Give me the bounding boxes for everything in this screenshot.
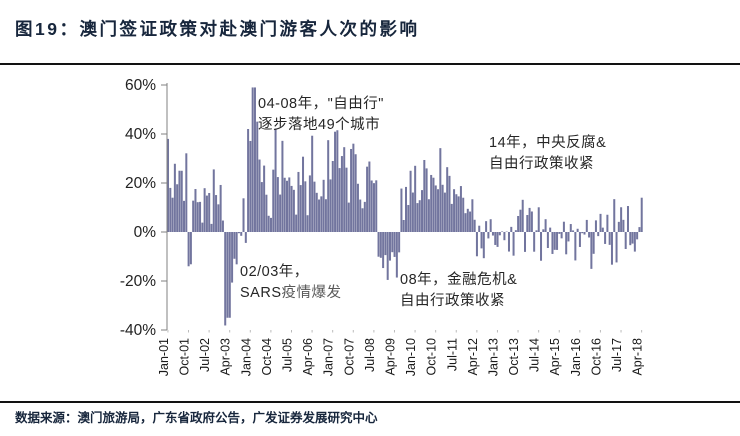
svg-text:Apr-12: Apr-12	[466, 338, 480, 376]
svg-text:Jan-16: Jan-16	[569, 338, 583, 376]
svg-text:Jul-11: Jul-11	[445, 338, 459, 371]
svg-text:Apr-06: Apr-06	[301, 338, 315, 376]
svg-text:Oct-07: Oct-07	[342, 338, 356, 376]
svg-text:60%: 60%	[125, 77, 156, 94]
svg-text:Jan-10: Jan-10	[404, 338, 418, 376]
svg-text:Oct-16: Oct-16	[589, 338, 603, 376]
svg-text:Jul-17: Jul-17	[610, 338, 624, 372]
svg-text:Apr-15: Apr-15	[548, 338, 562, 376]
svg-text:Jul-08: Jul-08	[363, 338, 377, 372]
svg-text:Jul-14: Jul-14	[528, 338, 542, 372]
svg-text:Oct-04: Oct-04	[260, 338, 274, 376]
svg-text:Jul-02: Jul-02	[198, 338, 212, 372]
svg-text:40%: 40%	[125, 126, 156, 143]
svg-text:Apr-03: Apr-03	[219, 338, 233, 376]
svg-text:Apr-09: Apr-09	[383, 338, 397, 376]
svg-text:Apr-18: Apr-18	[631, 338, 645, 376]
svg-text:0%: 0%	[134, 224, 157, 241]
svg-text:Oct-01: Oct-01	[178, 338, 192, 376]
svg-text:Jan-07: Jan-07	[322, 338, 336, 376]
svg-text:Jan-13: Jan-13	[486, 338, 500, 376]
svg-text:20%: 20%	[125, 175, 156, 192]
svg-text:Jan-04: Jan-04	[239, 338, 253, 376]
svg-text:-40%: -40%	[120, 322, 156, 339]
svg-text:Oct-10: Oct-10	[425, 338, 439, 376]
svg-text:Jul-05: Jul-05	[280, 338, 294, 372]
svg-text:Jan-01: Jan-01	[157, 338, 171, 376]
svg-text:Oct-13: Oct-13	[507, 338, 521, 376]
svg-text:-20%: -20%	[120, 273, 156, 290]
